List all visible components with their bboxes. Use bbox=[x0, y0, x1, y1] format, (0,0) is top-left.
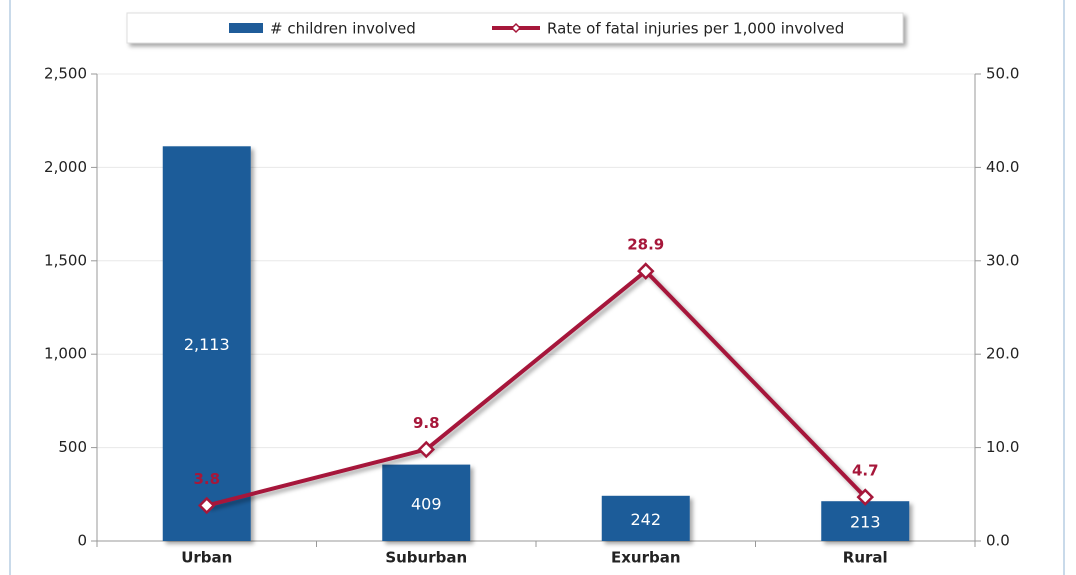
bar-value-label: 2,113 bbox=[184, 335, 230, 354]
line-marker bbox=[856, 488, 875, 506]
y-tick-label: 0 bbox=[77, 532, 87, 550]
y2-tick-label: 10.0 bbox=[986, 438, 1019, 456]
x-tick-label: Rural bbox=[843, 549, 888, 567]
bar bbox=[601, 495, 690, 541]
line-value-label: 4.7 bbox=[852, 462, 879, 480]
y2-tick-label: 0.0 bbox=[986, 532, 1010, 550]
bar-value-label: 213 bbox=[850, 513, 881, 532]
line-value-label: 9.8 bbox=[413, 414, 440, 432]
y2-tick-label: 20.0 bbox=[986, 345, 1019, 363]
line-value-label: 3.8 bbox=[193, 470, 220, 488]
y2-tick-label: 50.0 bbox=[986, 65, 1019, 83]
y-tick-label: 500 bbox=[58, 438, 87, 456]
legend-label: # children involved bbox=[270, 20, 416, 38]
bar bbox=[382, 464, 471, 541]
line-marker bbox=[417, 440, 436, 459]
line bbox=[206, 268, 867, 508]
line-value-label: 28.9 bbox=[627, 236, 664, 254]
bar-value-label: 409 bbox=[411, 494, 442, 513]
frame bbox=[9, 0, 1065, 575]
y-tick-label: 1,500 bbox=[44, 251, 87, 269]
bar bbox=[821, 501, 910, 541]
y-tick-label: 2,000 bbox=[44, 158, 87, 176]
bar-value-label: 242 bbox=[630, 510, 661, 529]
y-tick-label: 2,500 bbox=[44, 65, 87, 83]
x-tick-label: Urban bbox=[181, 549, 232, 567]
line-marker bbox=[197, 496, 216, 515]
bar bbox=[162, 146, 251, 541]
x-tick-label: Exurban bbox=[611, 549, 681, 567]
legend-label: Rate of fatal injuries per 1,000 involve… bbox=[547, 20, 844, 38]
y-tick-label: 1,000 bbox=[44, 345, 87, 363]
legend-swatch bbox=[229, 23, 263, 33]
y2-tick-label: 40.0 bbox=[986, 158, 1019, 176]
x-tick-label: Suburban bbox=[385, 549, 467, 567]
line-marker bbox=[636, 262, 655, 280]
legend-marker bbox=[510, 22, 522, 34]
y2-tick-label: 30.0 bbox=[986, 251, 1019, 269]
